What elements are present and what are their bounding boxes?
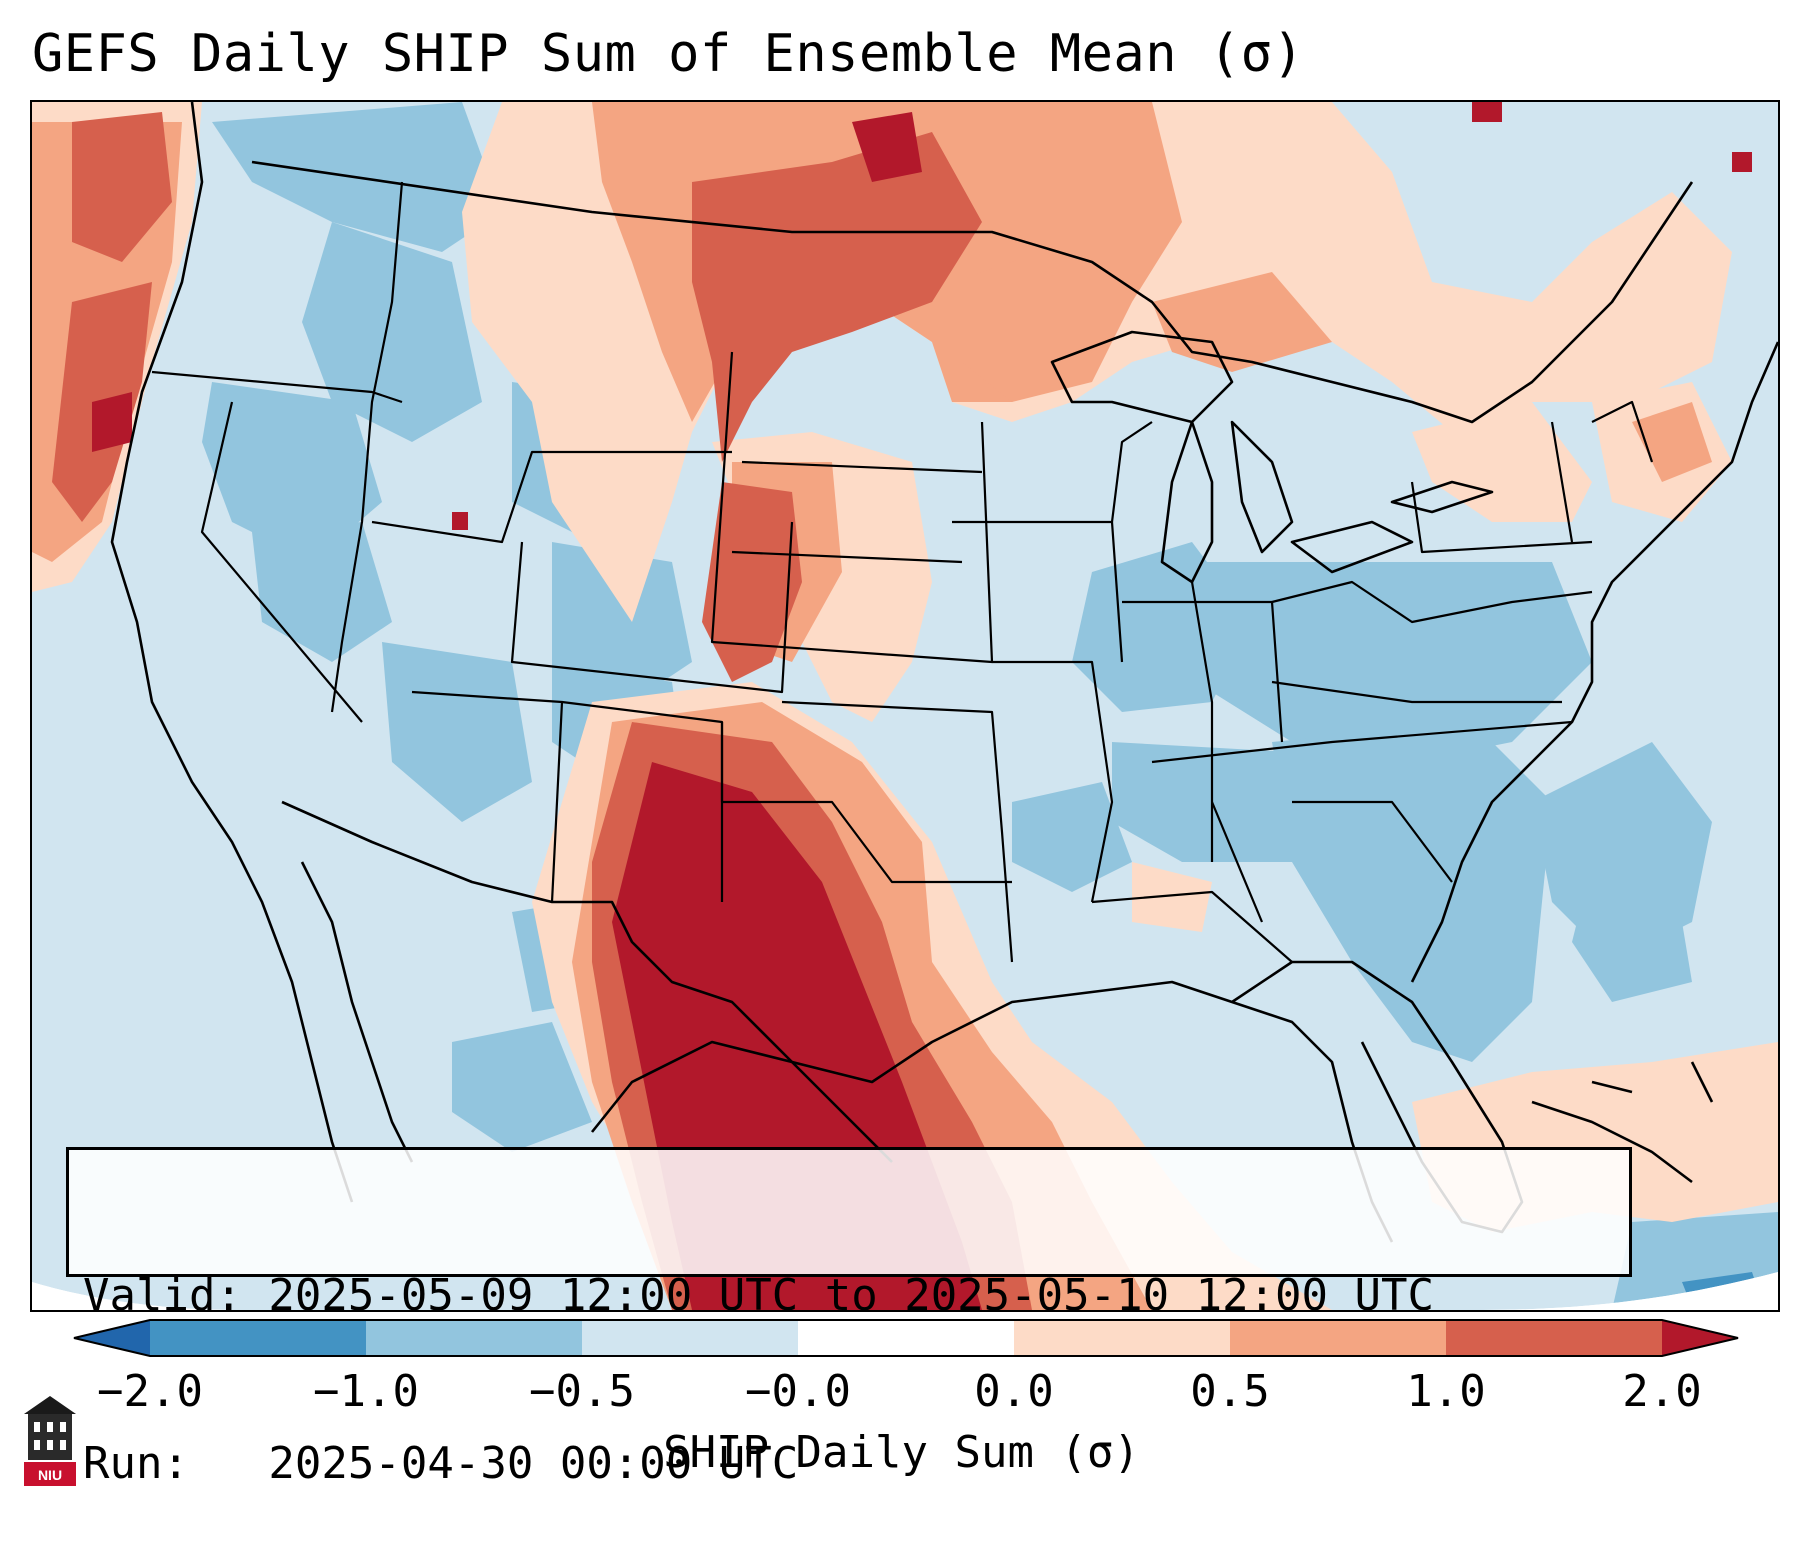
colorbar-under-arrow bbox=[74, 1320, 150, 1356]
map-panel bbox=[30, 100, 1780, 1312]
run-time-text: Run: 2025-04-30 00:00 UTC bbox=[83, 1438, 799, 1489]
colorbar-tick-label: 1.0 bbox=[1406, 1366, 1486, 1417]
gulf-coast-line bbox=[590, 980, 1394, 1243]
west-coast-line bbox=[110, 102, 354, 1203]
colorbar-tick-label: 0.0 bbox=[974, 1366, 1054, 1417]
valid-run-info-box: Valid: 2025-05-09 12:00 UTC to 2025-05-1… bbox=[66, 1147, 1632, 1489]
logo-building-icon bbox=[28, 1414, 72, 1460]
logo-text: NIU bbox=[38, 1467, 62, 1483]
state-borders bbox=[151, 181, 1654, 963]
caribbean-islands bbox=[1531, 1061, 1714, 1184]
mexico-border-line bbox=[281, 800, 893, 1163]
colorbar-tick-label: −1.0 bbox=[313, 1366, 419, 1417]
colorbar-band-5 bbox=[1014, 1320, 1230, 1356]
colorbar-band-2 bbox=[366, 1320, 582, 1356]
colorbar-tick-label: 0.5 bbox=[1190, 1366, 1270, 1417]
colorbar-band-6 bbox=[1230, 1320, 1446, 1356]
colorbar bbox=[73, 1319, 1739, 1357]
colorbar-tick-label: −2.0 bbox=[97, 1366, 203, 1417]
logo-roof-icon bbox=[24, 1396, 76, 1414]
logo-banner-icon bbox=[24, 1462, 76, 1486]
colorbar-outline bbox=[73, 1319, 1739, 1357]
map-title: GEFS Daily SHIP Sum of Ensemble Mean (σ) bbox=[32, 24, 1305, 84]
east-coast-line bbox=[1410, 341, 1778, 983]
colorbar-band-4 bbox=[798, 1320, 1014, 1356]
off-domain-region bbox=[1482, 1272, 1778, 1310]
off-domain-region bbox=[32, 1282, 242, 1310]
ship-map bbox=[32, 102, 1778, 1310]
colorbar-tick-label: 2.0 bbox=[1622, 1366, 1702, 1417]
boundaries bbox=[110, 102, 1778, 1243]
colorbar-band-7 bbox=[1446, 1320, 1662, 1356]
colorbar-over-arrow bbox=[1662, 1320, 1738, 1356]
niu-logo: NIU bbox=[24, 1396, 76, 1486]
colorbar-label: SHIP Daily Sum (σ) bbox=[663, 1427, 1140, 1478]
colorbar-band-3 bbox=[582, 1320, 798, 1356]
valid-time-text: Valid: 2025-05-09 12:00 UTC to 2025-05-1… bbox=[83, 1270, 1435, 1321]
colorbar-tick-label: −0.0 bbox=[745, 1366, 851, 1417]
colorbar-band-1 bbox=[150, 1320, 366, 1356]
colorbar-tick-label: −0.5 bbox=[529, 1366, 635, 1417]
canada-border-line bbox=[251, 160, 1694, 424]
baja-coast-line bbox=[300, 861, 414, 1163]
